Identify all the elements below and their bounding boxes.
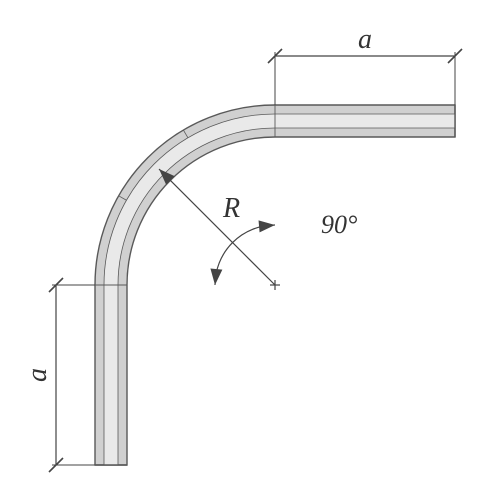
dim-top-label: a: [358, 24, 372, 55]
radius-label: R: [222, 193, 240, 224]
arrowhead: [210, 269, 222, 285]
angle-label: 90°: [321, 210, 357, 239]
pipe-core: [104, 114, 455, 465]
pipe-bend-diagram: a a R 90°: [0, 0, 500, 500]
dim-left-label: a: [22, 368, 53, 382]
arrowhead: [259, 220, 275, 232]
